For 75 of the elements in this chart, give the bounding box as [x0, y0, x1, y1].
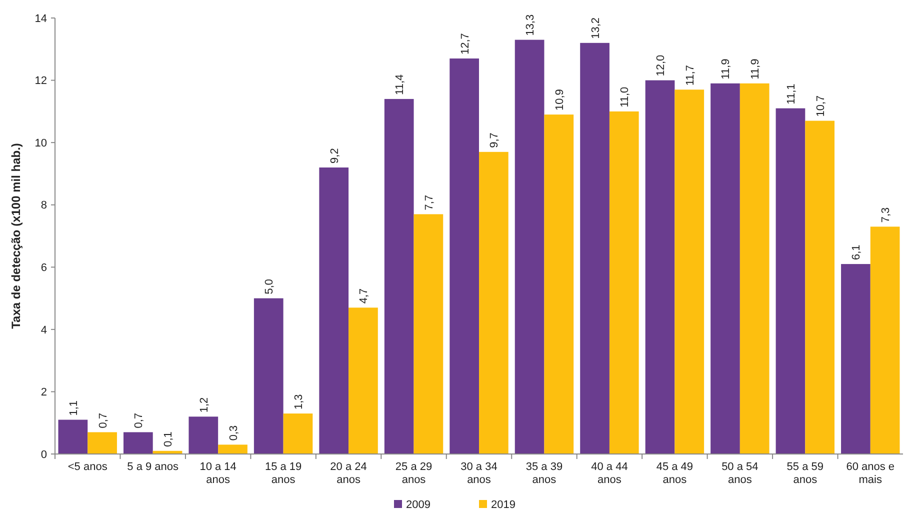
bar [450, 58, 479, 454]
bar [218, 444, 248, 454]
bar [776, 108, 806, 454]
bar [740, 83, 770, 454]
bar [283, 414, 313, 454]
bar [580, 42, 610, 454]
bar [479, 152, 508, 454]
data-label: 12,7 [459, 33, 472, 54]
x-tick-label: 60 anos e mais [846, 461, 895, 486]
x-tick-label: 20 a 24 anos [330, 461, 367, 486]
bar [384, 98, 414, 454]
data-label: 11,9 [720, 58, 732, 80]
x-tick-label: 55 a 59 anos [786, 461, 824, 486]
y-tick-label: 0 [40, 448, 47, 461]
y-tick-label: 8 [40, 200, 47, 212]
bar [805, 120, 835, 454]
bar [188, 416, 218, 454]
y-tick-label: 2 [40, 386, 47, 399]
bar [123, 432, 153, 454]
bar [710, 83, 740, 454]
x-tick-label: 15 a 19 anos [264, 461, 302, 486]
bar [319, 167, 349, 454]
bar [514, 40, 544, 454]
x-tick-label: 40 a 44 anos [591, 461, 628, 486]
data-label: 4,7 [358, 288, 370, 304]
x-tick-label: 35 a 39 anos [526, 461, 563, 486]
data-label: 13,2 [590, 17, 602, 39]
x-tick-label: 45 a 49 anos [656, 461, 694, 486]
data-label: 7,7 [423, 194, 436, 210]
data-label: 5,0 [264, 278, 276, 294]
bar [414, 214, 444, 454]
bar [609, 111, 639, 454]
y-tick-label: 14 [34, 12, 47, 25]
data-label: 11,4 [394, 74, 406, 95]
data-label: 11,1 [785, 84, 798, 104]
legend-label: 2009 [406, 499, 430, 511]
legend-label: 2019 [491, 499, 516, 511]
data-label: 11,7 [684, 65, 696, 86]
data-label: 9,2 [328, 148, 341, 164]
bar [870, 226, 900, 454]
data-label: 0,1 [162, 432, 175, 447]
x-tick-label: <5 anos [68, 461, 108, 473]
data-label: 0,7 [97, 412, 110, 428]
data-label: 6,1 [850, 244, 863, 260]
y-tick-label: 6 [40, 262, 47, 274]
x-tick-label: 25 a 29 anos [395, 461, 432, 486]
data-label: 12,0 [655, 54, 668, 76]
data-label: 13,3 [524, 14, 537, 36]
data-label: 0,7 [133, 412, 146, 428]
data-label: 1,3 [292, 394, 305, 410]
data-label: 1,1 [68, 400, 80, 416]
x-tick-label: 30 a 34 anos [460, 461, 498, 486]
data-label: 10,9 [554, 89, 566, 111]
y-axis-title: Taxa de detecção (x100 mil hab.) [9, 143, 23, 329]
y-tick-label: 10 [34, 137, 47, 150]
bar [544, 114, 574, 454]
x-tick-label: 50 a 54 anos [722, 461, 758, 486]
x-tick-label: 5 a 9 anos [127, 461, 180, 473]
data-label: 7,3 [880, 207, 892, 223]
data-label: 11,0 [619, 86, 632, 108]
bar [254, 298, 284, 454]
bar [841, 264, 870, 454]
bar [645, 80, 675, 454]
data-label: 1,2 [198, 397, 210, 413]
data-label: 11,9 [750, 58, 762, 80]
data-label: 9,7 [488, 132, 501, 148]
bar [674, 90, 704, 454]
bar [88, 432, 117, 454]
y-tick-label: 12 [34, 75, 47, 88]
y-tick-label: 4 [40, 324, 47, 336]
bar [58, 420, 88, 454]
x-tick-label: 10 a 14 anos [200, 461, 236, 486]
data-label: 10,7 [814, 95, 827, 117]
data-label: 0,3 [228, 425, 240, 441]
bar [348, 308, 378, 454]
